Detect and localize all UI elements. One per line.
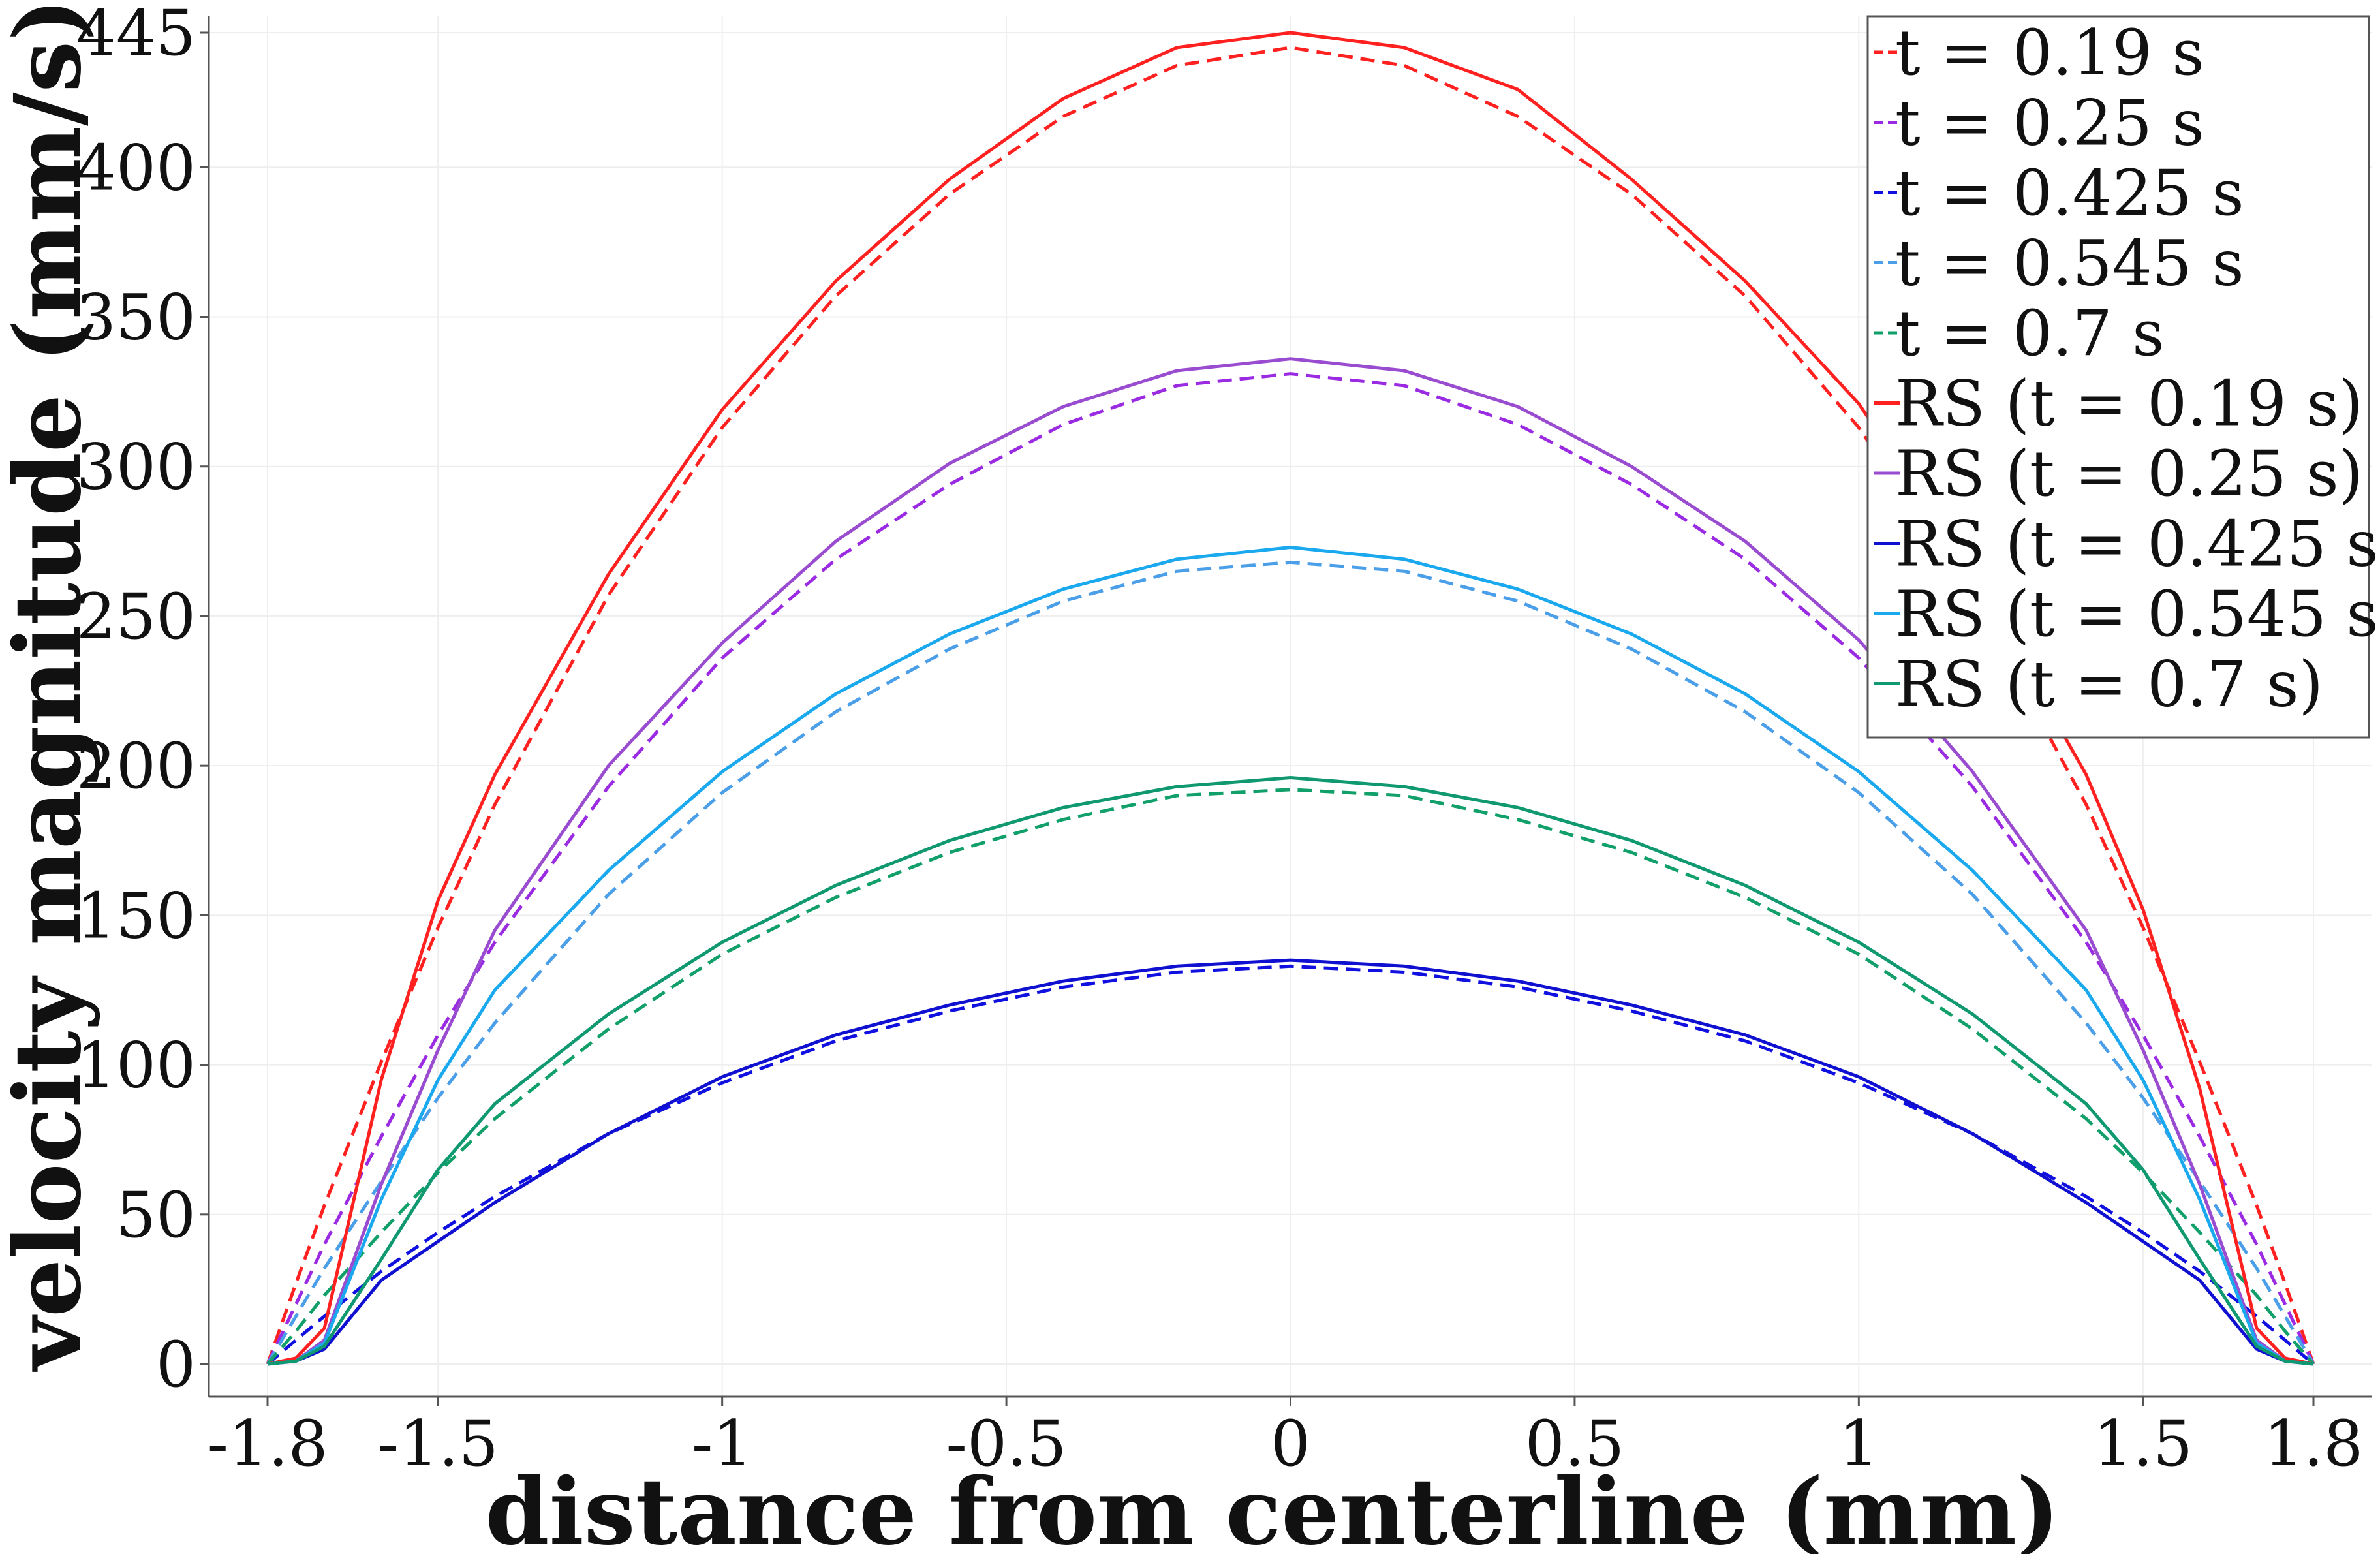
series-line-7 [267,357,2314,1366]
y-tick-label: 50 [116,1179,196,1252]
y-tick-label: 250 [76,580,196,653]
legend-label: t = 0.25 s [1895,87,2204,160]
y-tick-label: 445 [76,0,196,70]
series-line-3 [266,964,2315,1365]
series-group [266,31,2315,1366]
y-tick-label: 400 [76,131,196,204]
y-tick-label: 100 [76,1029,196,1102]
y-tick-label: 200 [76,730,196,803]
x-tick-label: -1.8 [207,1407,328,1480]
series-line-1 [266,46,2315,1365]
legend-label: t = 0.19 s [1895,16,2204,89]
y-tick-label: 350 [76,281,196,354]
x-tick-label: 1 [1839,1407,1879,1480]
x-tick-label: -0.5 [946,1407,1067,1480]
series-line-10 [267,776,2314,1366]
x-tick-label: 0.5 [1525,1407,1625,1480]
legend-label: RS (t = 0.7 s) [1895,648,2323,721]
x-tick-label: 1.5 [2093,1407,2193,1480]
series-line-9 [267,546,2314,1366]
legend-label: t = 0.7 s [1895,297,2165,370]
series-line-4 [266,560,2315,1365]
y-tick-label: 0 [156,1328,196,1401]
y-axis-title: velocity magnitude (mm/s) [0,0,102,1372]
series-line-2 [266,372,2315,1365]
legend-label: t = 0.425 s [1895,157,2244,230]
legend-box [1866,15,2370,739]
x-tick-label: -1.5 [378,1407,499,1480]
x-tick-label: -1 [692,1407,753,1480]
x-tick-label: 0 [1271,1407,1310,1480]
axes [200,16,2372,1406]
x-axis-title: distance from centerline (mm) [486,1459,2060,1554]
tick-labels: -1.8 -1.5 -1 -0.5 0 0.5 1 1.5 1.8 0 50 100 150 200 250… [76,0,2364,1480]
y-tick-label: 300 [76,431,196,504]
x-tick-label: 1.8 [2264,1407,2364,1480]
legend: t = 0.19 st = 0.25 st = 0.425 st = 0.545… [1866,15,2380,739]
series-line-6 [267,31,2314,1366]
legend-label: RS (t = 0.425 s) [1895,508,2380,581]
grid [209,16,2372,1397]
legend-label: t = 0.545 s [1895,227,2244,300]
series-line-8 [267,958,2314,1366]
y-tick-label: 150 [76,879,196,952]
legend-label: RS (t = 0.25 s) [1895,437,2363,510]
legend-label: RS (t = 0.545 s) [1895,578,2380,651]
legend-label: RS (t = 0.19 s) [1895,367,2363,441]
